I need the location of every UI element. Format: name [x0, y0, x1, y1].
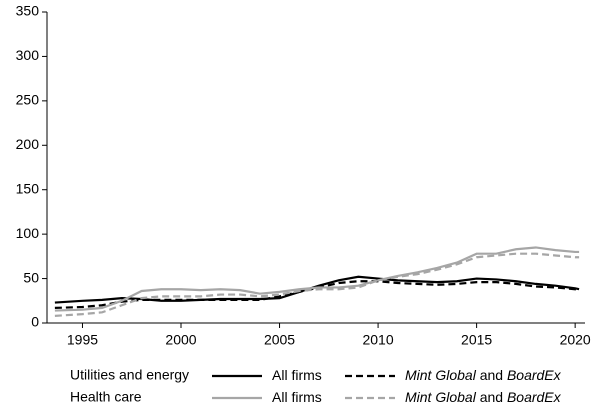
legend-label-part: and — [476, 367, 507, 383]
legend-label-part: BoardEx — [507, 389, 562, 405]
legend-label: Mint Global and BoardEx — [405, 389, 562, 405]
legend-label-part: All firms — [272, 367, 322, 383]
y-tick-label: 50 — [23, 269, 39, 285]
x-tick-label: 2015 — [461, 332, 492, 348]
legend-label-part: BoardEx — [507, 367, 562, 383]
legend-label-part: Mint Global — [405, 367, 477, 383]
series-line — [54, 280, 580, 309]
y-tick-label: 250 — [16, 92, 40, 108]
series-line — [54, 252, 580, 317]
y-tick-label: 200 — [16, 136, 40, 152]
legend-label-part: All firms — [272, 389, 322, 405]
legend-label-part: Mint Global — [405, 389, 477, 405]
legend-row-label: Health care — [70, 389, 142, 405]
legend-label: Mint Global and BoardEx — [405, 367, 562, 383]
x-tick-label: 2005 — [264, 332, 295, 348]
legend-label-part: and — [476, 389, 507, 405]
legend-label: All firms — [272, 389, 322, 405]
legend-row-label: Utilities and energy — [70, 367, 189, 383]
series-line — [54, 246, 580, 312]
y-tick-label: 150 — [16, 180, 40, 196]
x-tick-label: 1995 — [67, 332, 98, 348]
y-tick-label: 350 — [16, 3, 40, 19]
series-line — [54, 275, 580, 304]
x-tick-label: 2020 — [560, 332, 591, 348]
x-tick-label: 2000 — [165, 332, 196, 348]
y-tick-label: 300 — [16, 47, 40, 63]
x-tick-label: 2010 — [362, 332, 393, 348]
y-tick-label: 100 — [16, 225, 40, 241]
y-tick-label: 0 — [31, 314, 39, 330]
legend-label: All firms — [272, 367, 322, 383]
